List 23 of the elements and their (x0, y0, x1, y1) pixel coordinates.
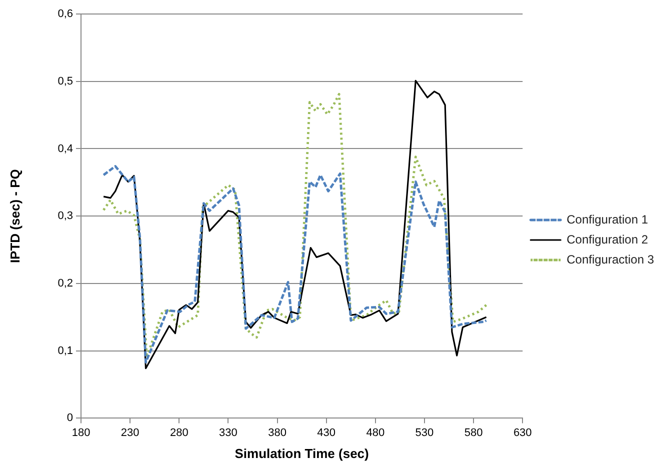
x-axis-title: Simulation Time (sec) (234, 446, 369, 461)
x-tick-label: 180 (72, 426, 90, 439)
legend-label: Configuration 2 (566, 232, 648, 246)
legend-label: Configuraction 3 (566, 252, 654, 266)
y-axis-title: IPTD (sec) - PQ (7, 169, 22, 264)
y-tick-label: 0,6 (58, 8, 73, 20)
x-tick-label: 280 (170, 426, 188, 439)
x-tick-label: 330 (219, 426, 238, 439)
x-tick-label: 480 (366, 426, 385, 439)
x-tick-label: 380 (268, 426, 286, 439)
x-tick-label: 580 (464, 426, 483, 439)
y-tick-label: 0 (66, 412, 73, 424)
y-tick-label: 0,2 (58, 278, 73, 290)
x-tick-label: 630 (513, 426, 532, 439)
y-tick-label: 0,3 (58, 210, 73, 222)
y-tick-label: 0,4 (58, 142, 73, 155)
x-tick-label: 530 (415, 426, 434, 439)
y-tick-label: 0,5 (58, 75, 73, 88)
line-series (102, 165, 488, 364)
y-tick-label: 0,1 (58, 344, 73, 357)
legend-label: Configuration 1 (566, 212, 648, 226)
x-tick-label: 230 (120, 426, 140, 439)
x-tick-label: 430 (317, 426, 336, 439)
